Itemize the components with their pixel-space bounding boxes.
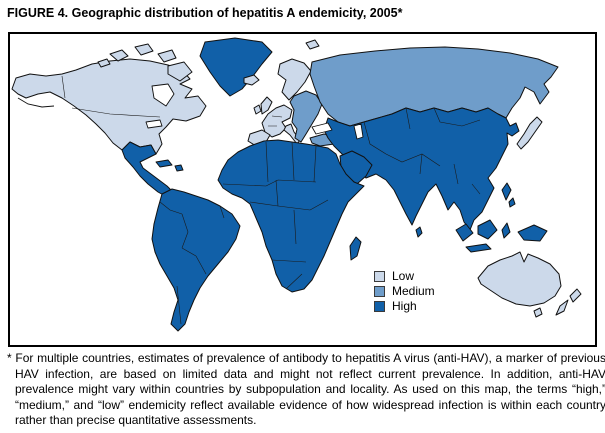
us-canada-border [71, 107, 161, 118]
asia-country-borders [363, 107, 481, 195]
caspian-sea-water [353, 123, 364, 140]
region-cuba [155, 159, 173, 168]
high-swatch-icon [374, 300, 385, 312]
region-hispaniola [174, 164, 184, 172]
region-sumatra [455, 223, 474, 242]
legend-label-low: Low [392, 269, 415, 283]
alaska-canada-border [61, 75, 66, 99]
region-ireland [253, 104, 262, 115]
region-sri-lanka [415, 226, 423, 238]
region-eastern-europe-balkans [289, 90, 323, 143]
region-tasmania [533, 307, 543, 318]
footnote-text: For multiple countries, estimates of pre… [15, 351, 605, 428]
legend-label-high: High [392, 299, 417, 313]
region-australia [477, 251, 562, 307]
legend-item-high: High [374, 300, 435, 312]
great-lakes-water [145, 119, 163, 129]
region-sulawesi [501, 222, 511, 239]
region-svalbard [305, 39, 320, 50]
region-greenland [199, 37, 273, 97]
africa-country-borders [222, 141, 329, 290]
region-south-america [151, 188, 241, 332]
aleutian-islands-icon [17, 97, 55, 108]
black-sea-water [311, 122, 333, 135]
region-mexico-central-america [121, 141, 174, 198]
hudson-bay-water [151, 83, 175, 107]
low-swatch-icon [374, 270, 385, 282]
map-panel: Low Medium High [8, 32, 597, 347]
region-new-zealand-north-island [569, 288, 582, 303]
map-legend: Low Medium High [374, 270, 435, 312]
figure-title: FIGURE 4. Geographic distribution of hep… [7, 6, 403, 20]
region-new-guinea [517, 224, 548, 242]
region-middle-east-central-south-east-asia [323, 107, 520, 231]
footnote-marker: * [7, 351, 12, 365]
legend-item-medium: Medium [374, 285, 435, 297]
legend-label-medium: Medium [392, 284, 435, 298]
south-america-country-borders [159, 201, 225, 325]
world-map [11, 37, 582, 332]
region-japan [516, 116, 543, 150]
region-canadian-arctic-islands [97, 43, 193, 82]
medium-swatch-icon [374, 285, 385, 297]
region-iceland [243, 74, 260, 86]
region-philippines [501, 182, 516, 208]
western-europe-country-borders [268, 115, 283, 127]
region-borneo [477, 219, 498, 240]
region-madagascar [349, 236, 362, 261]
legend-item-low: Low [374, 270, 435, 282]
region-africa [217, 139, 365, 293]
region-united-kingdom [260, 96, 273, 115]
region-java [465, 243, 492, 253]
region-new-zealand-south-island [555, 299, 569, 316]
region-scandinavia [277, 58, 312, 101]
figure-footnote: * For multiple countries, estimates of p… [7, 351, 605, 429]
